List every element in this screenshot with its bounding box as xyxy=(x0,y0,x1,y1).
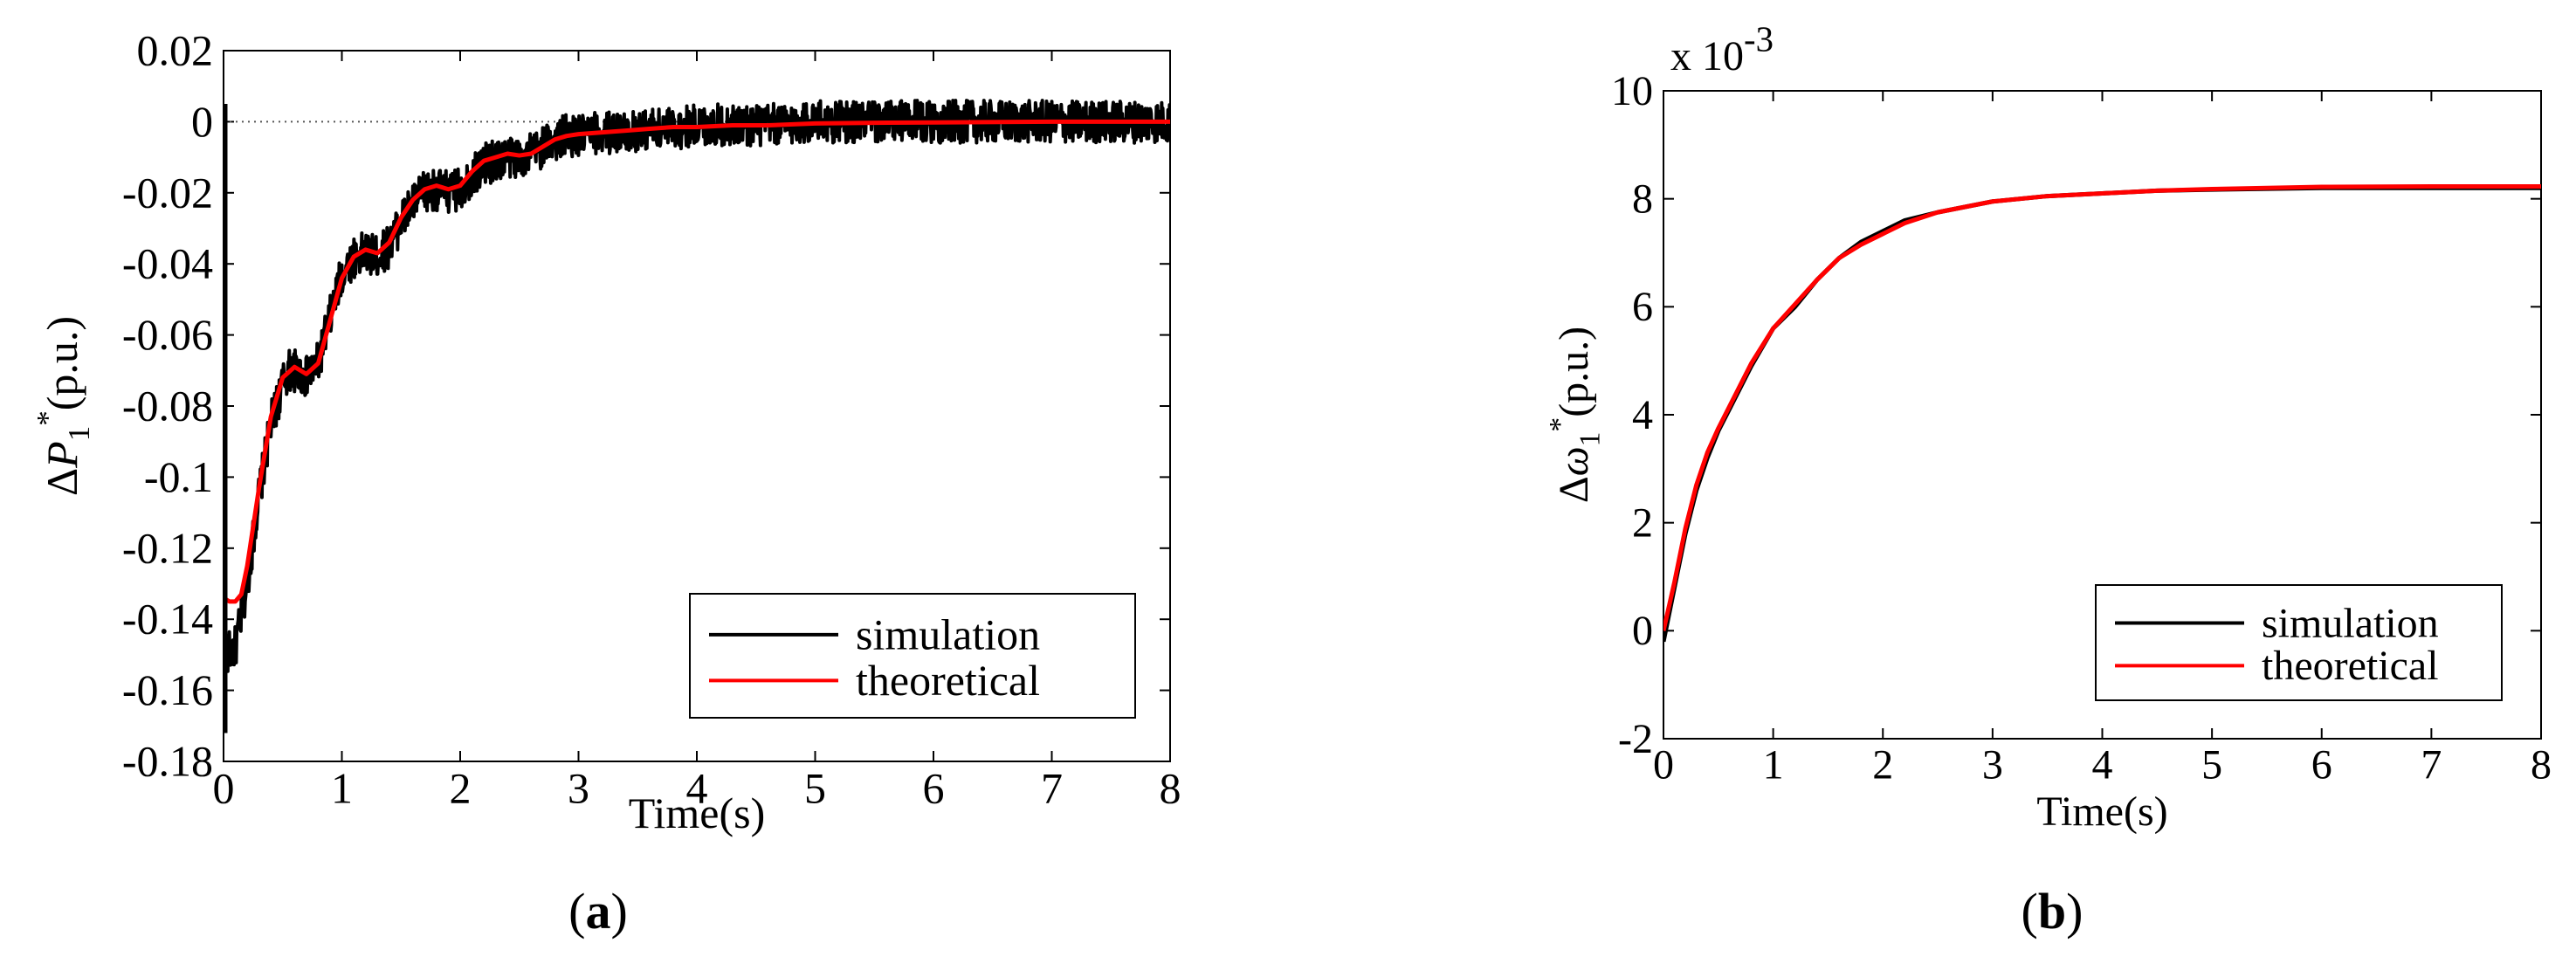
y-tick-label: 10 xyxy=(1611,68,1653,114)
series-line-theoretical xyxy=(1663,183,2541,631)
x-tick-label: 5 xyxy=(804,764,826,813)
legend-label-simulation: simulation xyxy=(2262,600,2439,646)
x-tick-label: 2 xyxy=(1872,742,1893,788)
y-tick-label: 6 xyxy=(1632,284,1653,330)
x-tick-label: 8 xyxy=(1160,764,1181,813)
x-tick-label: 1 xyxy=(331,764,353,813)
x-tick-label: 4 xyxy=(2092,742,2113,788)
x-tick-label: 6 xyxy=(923,764,945,813)
x-axis-label: Time(s) xyxy=(2036,788,2167,835)
legend-label-theoretical: theoretical xyxy=(2262,643,2439,689)
legend-frame xyxy=(2095,584,2503,701)
series-group xyxy=(224,99,1170,733)
x-tick-label: 7 xyxy=(1041,764,1063,813)
x-tick-label: 0 xyxy=(213,764,235,813)
y-tick-label: -0.18 xyxy=(122,737,213,786)
y-axis-label: Δω1*(p.u.) xyxy=(1544,327,1607,503)
x-tick-label: 2 xyxy=(450,764,472,813)
y-tick-label: -0.14 xyxy=(122,595,213,644)
x-tick-label: 3 xyxy=(568,764,589,813)
y-tick-label: -0.08 xyxy=(122,382,213,430)
y-tick-label: -0.02 xyxy=(122,168,213,217)
series-line-simulation xyxy=(224,99,1170,676)
panel-label: (a) xyxy=(568,883,628,940)
y-tick-label: 0.02 xyxy=(137,26,214,75)
y-tick-label: 0 xyxy=(191,97,213,146)
legend-label-simulation: simulation xyxy=(856,609,1040,658)
y-tick-label: 4 xyxy=(1632,392,1653,438)
legend-frame xyxy=(689,593,1136,719)
y-tick-label: -0.06 xyxy=(122,310,213,359)
series-line-theoretical xyxy=(224,119,1170,604)
y-tick-label: -0.16 xyxy=(122,665,213,714)
axis-scale-note: x 10-3 xyxy=(1670,19,1774,79)
x-axis-label: Time(s) xyxy=(629,788,766,837)
x-tick-label: 1 xyxy=(1763,742,1784,788)
x-tick-label: 8 xyxy=(2531,742,2552,788)
panel-label: (b) xyxy=(2022,883,2084,940)
x-tick-label: 6 xyxy=(2311,742,2332,788)
series-group xyxy=(1663,183,2541,643)
chart-panel-b: 0 1 2 3 4 5 6 7 81086420-2simulationtheoreticalT… xyxy=(1544,19,2552,940)
y-tick-label: -0.04 xyxy=(122,239,213,288)
x-tick-label: 4 xyxy=(686,764,708,813)
x-tick-label: 7 xyxy=(2421,742,2442,788)
y-tick-label: 8 xyxy=(1632,176,1653,223)
x-tick-label: 3 xyxy=(1982,742,2003,788)
x-tick-label: 5 xyxy=(2201,742,2222,788)
y-tick-label: -2 xyxy=(1618,716,1653,762)
legend-label-theoretical: theoretical xyxy=(856,656,1040,705)
x-tick-label: 0 xyxy=(1653,742,1674,788)
y-tick-label: -0.12 xyxy=(122,523,213,572)
series-line-simulation xyxy=(1663,185,2541,643)
y-tick-label: -0.1 xyxy=(144,452,213,501)
y-tick-label: 2 xyxy=(1632,500,1653,547)
chart-panel-a: 0 1 2 3 4 5 6 7 8 0.02 0 -0.02 -0.04 -0.06 -0.08 -0.1 -0… xyxy=(31,26,1181,940)
y-tick-label: 0 xyxy=(1632,608,1653,654)
y-axis-label: ΔP1*(p.u.) xyxy=(31,316,96,496)
